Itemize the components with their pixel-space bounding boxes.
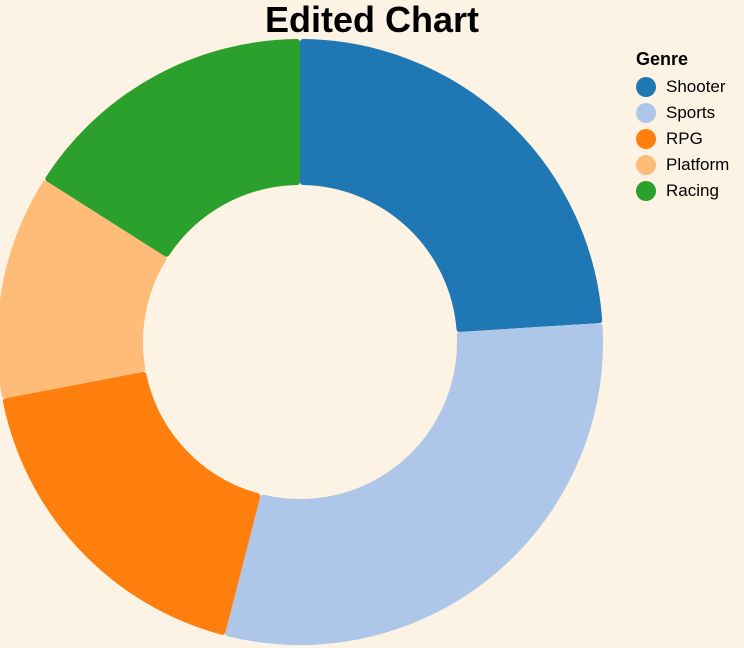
legend-label: Racing [666, 181, 719, 200]
legend: Genre Shooter Sports RPG Platform Racing [636, 48, 744, 204]
legend-swatch [636, 103, 656, 123]
legend-item-rpg[interactable]: RPG [636, 126, 744, 152]
legend-item-sports[interactable]: Sports [636, 100, 744, 126]
legend-items: Shooter Sports RPG Platform Racing [636, 74, 744, 204]
legend-swatch [636, 129, 656, 149]
chart-title: Edited Chart [264, 0, 479, 40]
slice-sports[interactable] [225, 323, 603, 645]
legend-title: Genre [636, 49, 689, 69]
legend-label: RPG [666, 129, 703, 148]
slice-shooter[interactable] [300, 39, 603, 332]
legend-item-racing[interactable]: Racing [636, 178, 744, 204]
slice-racing[interactable] [45, 39, 300, 257]
legend-label: Sports [666, 103, 716, 122]
legend-swatch [636, 181, 656, 201]
legend-swatch [636, 155, 656, 175]
legend-item-platform[interactable]: Platform [636, 152, 744, 178]
slice-platform[interactable] [0, 180, 167, 399]
legend-swatch [636, 77, 656, 97]
legend-label: Shooter [666, 77, 726, 96]
slice-rpg[interactable] [2, 371, 261, 635]
legend-item-shooter[interactable]: Shooter [636, 74, 744, 100]
legend-label: Platform [666, 155, 730, 174]
